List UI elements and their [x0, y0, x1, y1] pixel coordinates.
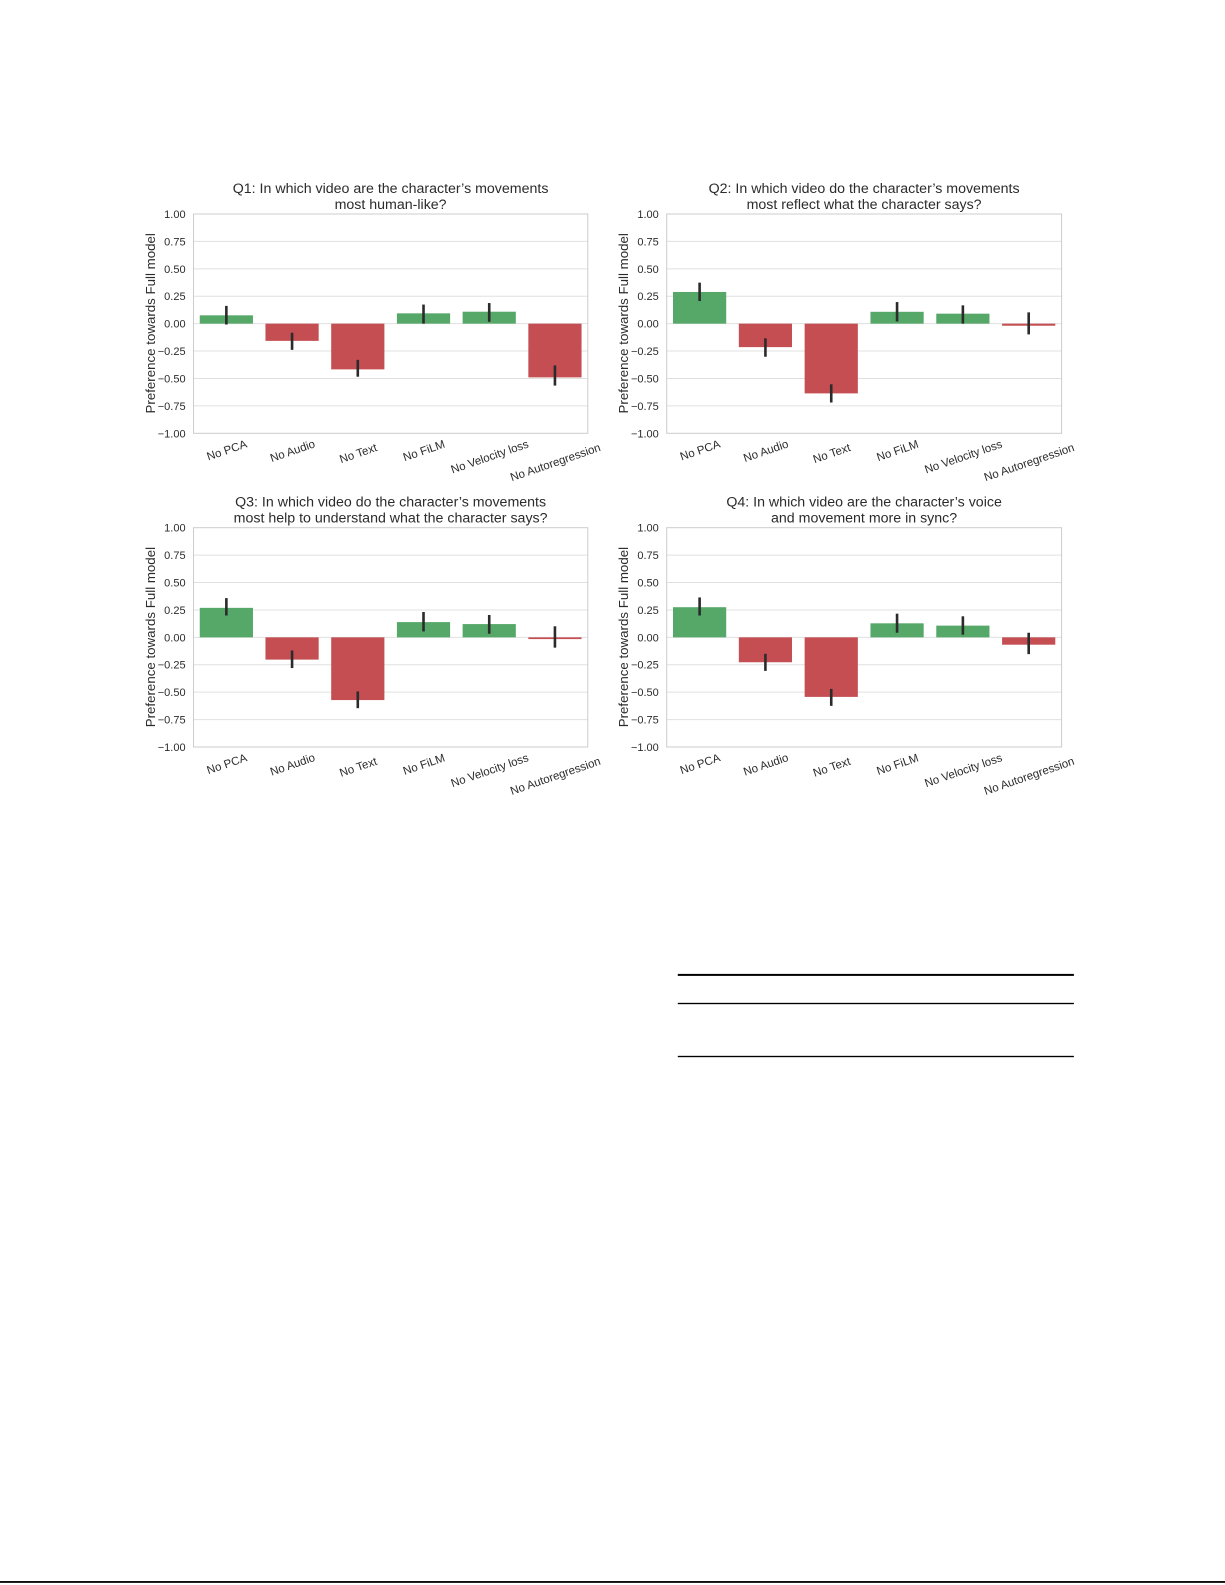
- svg-text:and movement more in sync?: and movement more in sync?: [771, 511, 957, 527]
- svg-text:0.25: 0.25: [637, 605, 658, 617]
- svg-text:0.25: 0.25: [164, 605, 185, 617]
- svg-text:−0.25: −0.25: [631, 346, 659, 358]
- svg-text:0.00: 0.00: [164, 632, 185, 644]
- svg-text:−0.75: −0.75: [158, 715, 186, 727]
- svg-text:0.25: 0.25: [164, 291, 185, 303]
- svg-text:Preference towards Full model: Preference towards Full model: [616, 233, 631, 413]
- svg-text:most help to understand what t: most help to understand what the charact…: [234, 511, 548, 527]
- svg-text:−0.50: −0.50: [158, 687, 186, 699]
- svg-text:−0.50: −0.50: [631, 373, 659, 385]
- svg-text:0.75: 0.75: [164, 236, 185, 248]
- svg-text:Q2: In which video do the char: Q2: In which video do the character’s mo…: [709, 181, 1020, 197]
- svg-text:−1.00: −1.00: [631, 742, 659, 754]
- svg-text:Q4: In which video are the cha: Q4: In which video are the character’s v…: [726, 495, 1002, 511]
- svg-text:most human-like?: most human-like?: [335, 197, 447, 213]
- svg-text:Preference towards Full model: Preference towards Full model: [143, 233, 158, 413]
- svg-text:0.25: 0.25: [637, 291, 658, 303]
- svg-text:Q3: In which video do the char: Q3: In which video do the character’s mo…: [235, 495, 546, 511]
- svg-text:most reflect what the characte: most reflect what the character says?: [747, 197, 982, 213]
- svg-text:0.75: 0.75: [637, 550, 658, 562]
- svg-text:1.00: 1.00: [637, 523, 658, 535]
- svg-text:Q1: In which video are the cha: Q1: In which video are the character’s m…: [233, 181, 549, 197]
- svg-text:0.50: 0.50: [164, 577, 185, 589]
- svg-text:−1.00: −1.00: [158, 428, 186, 440]
- svg-text:−0.25: −0.25: [631, 660, 659, 672]
- svg-text:−1.00: −1.00: [631, 428, 659, 440]
- svg-text:0.00: 0.00: [637, 319, 658, 331]
- svg-text:−0.75: −0.75: [158, 401, 186, 413]
- svg-text:−0.50: −0.50: [158, 373, 186, 385]
- svg-text:1.00: 1.00: [164, 209, 185, 221]
- svg-text:−0.25: −0.25: [158, 346, 186, 358]
- svg-text:0.50: 0.50: [637, 577, 658, 589]
- svg-text:0.75: 0.75: [164, 550, 185, 562]
- svg-text:Preference towards Full model: Preference towards Full model: [143, 547, 158, 727]
- svg-text:1.00: 1.00: [637, 209, 658, 221]
- svg-text:Preference towards Full model: Preference towards Full model: [616, 547, 631, 727]
- svg-text:1.00: 1.00: [164, 523, 185, 535]
- svg-text:0.00: 0.00: [637, 632, 658, 644]
- svg-text:−0.25: −0.25: [158, 660, 186, 672]
- svg-text:0.50: 0.50: [164, 264, 185, 276]
- svg-text:−0.75: −0.75: [631, 401, 659, 413]
- svg-text:−0.50: −0.50: [631, 687, 659, 699]
- svg-text:0.00: 0.00: [164, 319, 185, 331]
- svg-text:0.50: 0.50: [637, 264, 658, 276]
- svg-text:−0.75: −0.75: [631, 715, 659, 727]
- svg-text:0.75: 0.75: [637, 236, 658, 248]
- svg-text:−1.00: −1.00: [158, 742, 186, 754]
